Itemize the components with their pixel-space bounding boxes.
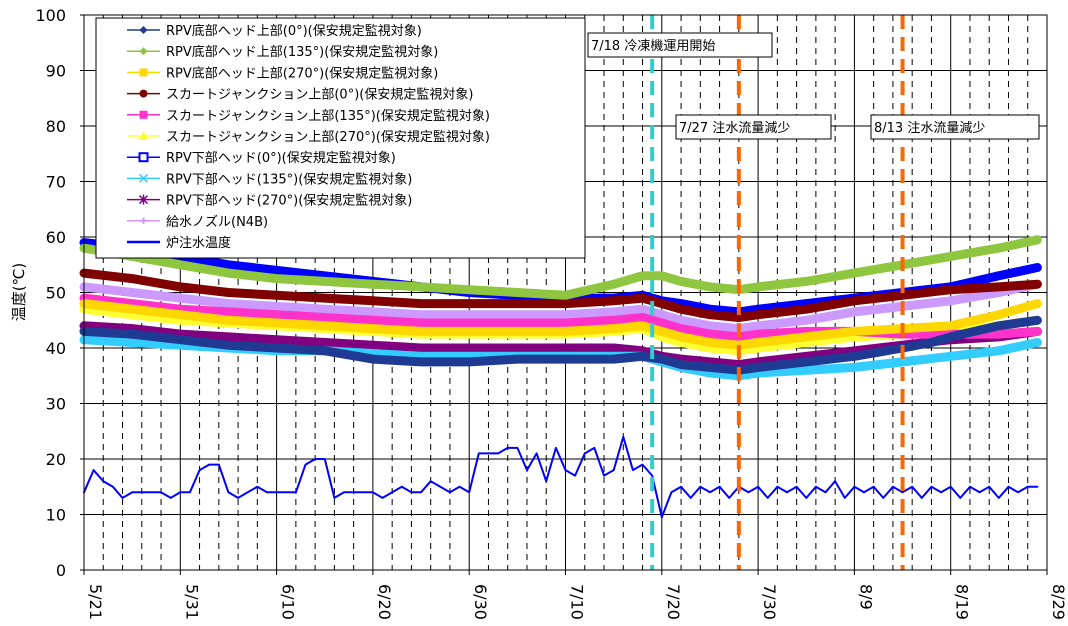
y-tick-label-0: 0 — [56, 561, 66, 580]
y-tick-label-6: 60 — [46, 228, 66, 247]
legend-marker-4 — [139, 110, 148, 119]
legend-label-1: RPV底部ヘッド上部(135°)(保安規定監視対象) — [166, 44, 438, 60]
legend-item-2: RPV底部ヘッド上部(270°)(保安規定監視対象) — [127, 65, 438, 81]
legend-item-5: スカートジャンクション上部(270°)(保安規定監視対象) — [127, 129, 490, 145]
x-tick-label-9: 8/19 — [953, 584, 972, 620]
legend-label-3: スカートジャンクション上部(0°)(保安規定監視対象) — [166, 87, 473, 103]
legend-label-5: スカートジャンクション上部(270°)(保安規定監視対象) — [166, 129, 490, 145]
series-layer — [79, 235, 1042, 519]
legend-item-3: スカートジャンクション上部(0°)(保安規定監視対象) — [127, 87, 473, 103]
legend-item-8: RPV下部ヘッド(270°)(保安規定監視対象) — [127, 193, 412, 209]
y-axis-label: 温度(℃) — [10, 263, 28, 322]
event-marker-label-0: 7/18 冷凍機運用開始 — [591, 38, 715, 54]
x-tick-label-1: 5/31 — [182, 584, 201, 620]
series-line-2 — [79, 299, 1042, 350]
legend-label-8: RPV下部ヘッド(270°)(保安規定監視対象) — [166, 193, 412, 209]
x-tick-label-10: 8/29 — [1049, 584, 1068, 620]
series-line-3 — [79, 268, 1042, 322]
x-tick-label-3: 6/20 — [375, 584, 394, 620]
legend-box — [95, 17, 586, 259]
legend-item-4: スカートジャンクション上部(135°)(保安規定監視対象) — [127, 108, 490, 124]
legend-marker-8 — [138, 194, 149, 205]
legend-marker-3 — [139, 89, 148, 98]
y-tick-label-10: 100 — [35, 6, 66, 25]
x-tick-label-2: 6/10 — [279, 584, 298, 620]
legend-item-0: RPV底部ヘッド上部(0°)(保安規定監視対象) — [127, 23, 422, 39]
x-axis: 5/21 5/31 6/10 6/20 6/30 7/10 7/20 7/30 8/9 8/19 8… — [83, 570, 1068, 620]
y-tick-label-3: 30 — [46, 395, 66, 414]
legend-label-10: 炉注水温度 — [166, 235, 231, 251]
event-marker-box-1 — [675, 114, 832, 140]
x-tick-label-5: 7/10 — [568, 584, 587, 620]
legend-item-6: RPV下部ヘッド(0°)(保安規定監視対象) — [127, 150, 396, 166]
legend-marker-9 — [140, 217, 147, 224]
event-marker-label-2: 8/13 注水流量減少 — [874, 120, 985, 136]
event-marker-label-1: 7/27 注水流量減少 — [679, 120, 790, 136]
legend-marker-6 — [138, 152, 149, 163]
y-tick-label-5: 50 — [46, 284, 66, 303]
series-line-10 — [83, 435, 1039, 519]
legend-marker-5 — [138, 131, 149, 140]
x-tick-label-0: 5/21 — [86, 584, 105, 620]
y-tick-label-9: 90 — [46, 62, 66, 81]
legend-item-7: RPV下部ヘッド(135°)(保安規定監視対象) — [127, 171, 412, 187]
y-tick-label-2: 20 — [46, 450, 66, 469]
series-line-1 — [79, 235, 1042, 300]
legend: RPV底部ヘッド上部(0°)(保安規定監視対象) RPV底部ヘッド上部(135°)… — [95, 17, 586, 259]
series-line-8 — [79, 321, 1042, 370]
x-tick-label-6: 7/20 — [664, 584, 683, 620]
legend-label-0: RPV底部ヘッド上部(0°)(保安規定監視対象) — [166, 23, 422, 39]
event-marker-box-2 — [870, 114, 1040, 140]
legend-marker-1 — [139, 47, 148, 56]
y-tick-label-8: 80 — [46, 117, 66, 136]
x-tick-label-7: 7/30 — [760, 584, 779, 620]
y-axis: 0 10 20 30 40 50 60 70 80 90 100 — [35, 6, 84, 580]
x-tick-label-4: 6/30 — [471, 584, 490, 620]
vertical-markers: 7/18 冷凍機運用開始 7/27 注水流量減少 8/13 注水流量減少 — [587, 15, 1040, 570]
legend-item-10: 炉注水温度 — [127, 235, 231, 251]
legend-label-6: RPV下部ヘッド(0°)(保安規定監視対象) — [166, 150, 396, 166]
legend-marker-2 — [139, 68, 148, 77]
y-tick-label-7: 70 — [46, 173, 66, 192]
legend-label-2: RPV底部ヘッド上部(270°)(保安規定監視対象) — [166, 65, 438, 81]
legend-label-4: スカートジャンクション上部(135°)(保安規定監視対象) — [166, 108, 490, 124]
series-line-9 — [79, 279, 1042, 334]
event-marker-box-0 — [587, 32, 773, 58]
legend-item-1: RPV底部ヘッド上部(135°)(保安規定監視対象) — [127, 44, 438, 60]
legend-marker-7 — [138, 173, 149, 183]
legend-label-9: 給水ノズル(N4B) — [166, 214, 268, 230]
y-tick-label-1: 10 — [46, 506, 66, 525]
legend-label-7: RPV下部ヘッド(135°)(保安規定監視対象) — [166, 171, 412, 187]
legend-item-9: 給水ノズル(N4B) — [127, 214, 268, 230]
legend-marker-0 — [139, 26, 148, 34]
y-tick-label-4: 40 — [46, 339, 66, 358]
x-tick-label-8: 8/9 — [856, 584, 875, 610]
